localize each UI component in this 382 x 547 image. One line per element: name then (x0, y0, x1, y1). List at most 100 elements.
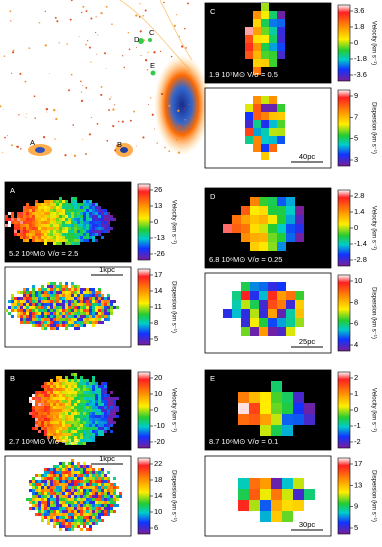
pixel (238, 392, 249, 403)
pixel (53, 306, 56, 309)
pixel (41, 403, 44, 406)
pixel (68, 519, 71, 522)
pixel (50, 291, 53, 294)
pixel (65, 439, 68, 442)
pixel (41, 285, 44, 288)
pixel (53, 495, 56, 498)
pixel (71, 288, 74, 291)
pixel (59, 197, 62, 200)
pixel (74, 489, 77, 492)
speckle (135, 14, 138, 17)
pixel (80, 480, 83, 483)
speckle (133, 110, 136, 113)
pixel (20, 297, 23, 300)
pixel (89, 403, 92, 406)
pixel (59, 285, 62, 288)
speckle (70, 73, 73, 76)
colorbar-tick-label: 2.8 (354, 191, 364, 200)
pixel (89, 465, 92, 468)
pixel (68, 433, 71, 436)
pixel (95, 421, 98, 424)
panel-caption: 5.2 10⁸M⊙ V/σ = 2.5 (9, 249, 78, 258)
pixel (41, 291, 44, 294)
pixel (29, 236, 32, 239)
pixel (74, 471, 77, 474)
pixel (104, 315, 107, 318)
pixel (80, 477, 83, 480)
pixel (89, 212, 92, 215)
pixel (47, 519, 50, 522)
pixel (50, 430, 53, 433)
pixel (47, 203, 50, 206)
pixel (44, 230, 47, 233)
pixel (86, 468, 89, 471)
pixel (62, 468, 65, 471)
pixel (245, 35, 253, 43)
pixel (260, 392, 271, 403)
pixel (35, 224, 38, 227)
pixel (65, 318, 68, 321)
speckle (58, 42, 60, 44)
pixel (59, 385, 62, 388)
pixel (32, 288, 35, 291)
pixel (68, 388, 71, 391)
pixel (80, 439, 83, 442)
pixel (253, 128, 261, 136)
speckle (19, 72, 22, 75)
pixel (50, 224, 53, 227)
pixel (98, 415, 101, 418)
pixel (104, 218, 107, 221)
pixel (77, 221, 80, 224)
pixel (65, 315, 68, 318)
pixel (101, 421, 104, 424)
pixel (32, 324, 35, 327)
pixel (47, 388, 50, 391)
pixel (104, 215, 107, 218)
pixel (86, 227, 89, 230)
pixel (38, 236, 41, 239)
pixel (56, 403, 59, 406)
pixel (44, 227, 47, 230)
pixel (44, 501, 47, 504)
speckle (183, 108, 185, 110)
pixel (95, 230, 98, 233)
pixel (86, 303, 89, 306)
pixel (41, 424, 44, 427)
pixel (86, 403, 89, 406)
pixel (77, 300, 80, 303)
pixel (59, 424, 62, 427)
pixel (80, 465, 83, 468)
pixel (98, 418, 101, 421)
pixel (65, 206, 68, 209)
speckle (20, 148, 22, 150)
pixel (71, 385, 74, 388)
pixel (260, 403, 271, 414)
pixel (89, 388, 92, 391)
pixel (80, 218, 83, 221)
pixel (68, 203, 71, 206)
pixel (92, 421, 95, 424)
pixel (286, 215, 295, 224)
pixel (65, 468, 68, 471)
pixel (89, 406, 92, 409)
pixel (26, 294, 29, 297)
pixel (47, 427, 50, 430)
pixel (92, 498, 95, 501)
pixel (92, 468, 95, 471)
pixel (20, 315, 23, 318)
pixel (107, 504, 110, 507)
pixel (62, 483, 65, 486)
pixel (89, 233, 92, 236)
pixel (53, 433, 56, 436)
pixel (65, 282, 68, 285)
pixel (44, 206, 47, 209)
speckle (95, 31, 97, 34)
pixel (253, 96, 261, 104)
pixel (101, 303, 104, 306)
pixel (253, 35, 261, 43)
pixel (101, 504, 104, 507)
pixel (107, 315, 110, 318)
pixel (62, 397, 65, 400)
pixel (261, 27, 269, 35)
pixel (107, 507, 110, 510)
